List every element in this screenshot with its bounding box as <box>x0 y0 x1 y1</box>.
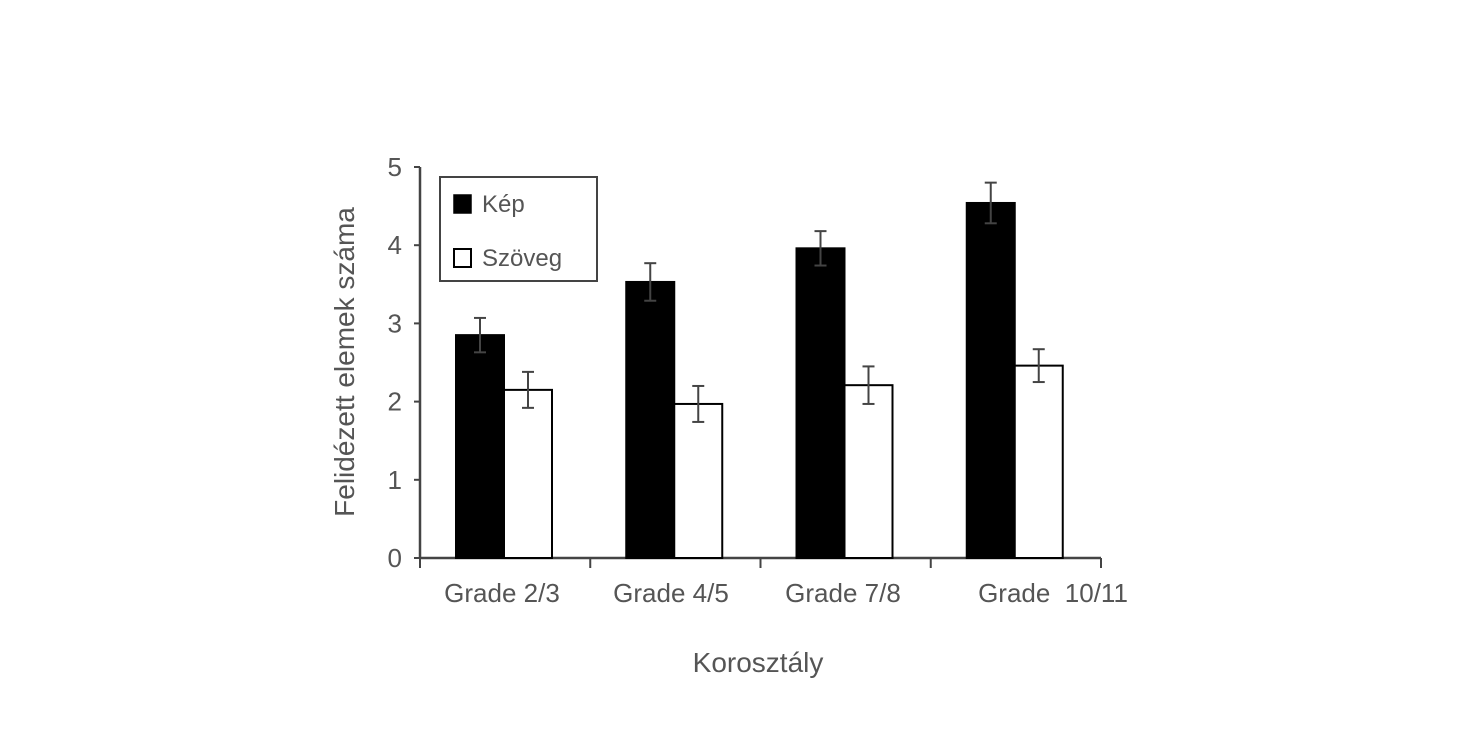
error-bar-szoveg-4 <box>1032 348 1045 384</box>
legend-label-kep: Kép <box>482 191 525 218</box>
error-bar-kep-2 <box>644 262 657 302</box>
y-tick-label-5: 5 <box>388 152 402 182</box>
error-bar-szoveg-1 <box>522 370 534 409</box>
bar-kep-4 <box>965 201 1016 560</box>
y-axis-label: Felidézett elemek száma <box>329 207 360 517</box>
x-tick-label-2: Grade 4/5 <box>613 578 729 608</box>
y-tick-label-2: 2 <box>388 387 402 417</box>
error-bar-kep-1 <box>474 316 486 354</box>
legend: Kép Szöveg <box>439 176 598 282</box>
x-tick-label-1: Grade 2/3 <box>444 578 560 608</box>
x-tick-label-3: Grade 7/8 <box>785 578 901 608</box>
legend-swatch-szoveg <box>453 248 472 268</box>
bar-szoveg-2 <box>673 402 724 560</box>
bar-szoveg-4 <box>1013 364 1064 559</box>
y-tick-label-4: 4 <box>388 230 402 260</box>
bar-kep-3 <box>795 247 846 559</box>
bar-kep-1 <box>455 334 505 559</box>
legend-label-szoveg: Szöveg <box>482 245 562 272</box>
legend-swatch-kep <box>453 194 472 214</box>
bar-szoveg-3 <box>843 384 894 560</box>
bars <box>455 201 1064 560</box>
y-tick-label-3: 3 <box>388 308 402 338</box>
y-tick-label-1: 1 <box>388 465 402 495</box>
bar-kep-2 <box>625 280 676 559</box>
x-tick-label-4: Grade 10/11 <box>978 578 1128 608</box>
error-bar-kep-3 <box>814 230 827 267</box>
error-bar-kep-4 <box>984 181 997 225</box>
x-axis-label: Korosztály <box>693 647 824 678</box>
y-tick-label-0: 0 <box>388 543 402 573</box>
error-bars <box>474 181 1045 423</box>
error-bar-szoveg-3 <box>862 365 875 405</box>
tick-labels: 0 1 2 3 4 5 Grade 2/3 Grade 4/5 Grade 7/8 Grade 1… <box>388 152 1128 608</box>
bar-szoveg-1 <box>503 388 553 559</box>
error-bar-szoveg-2 <box>692 384 705 423</box>
